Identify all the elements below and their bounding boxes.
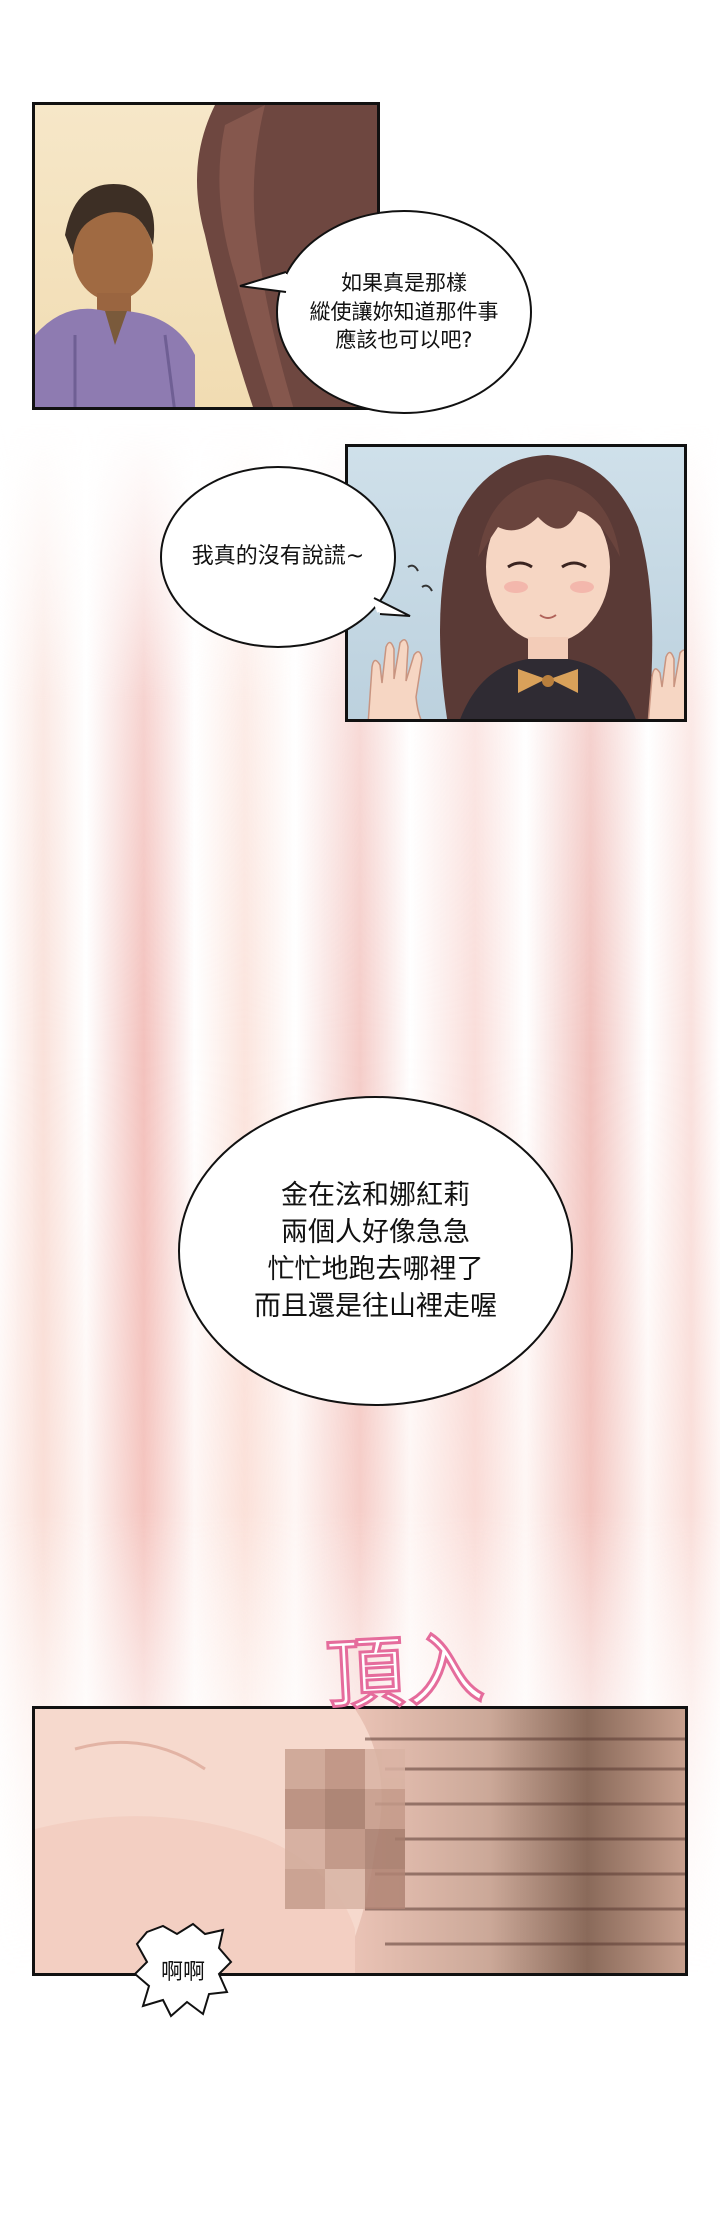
- speech-tail-2: [373, 597, 411, 617]
- speech-text-3: 金在泫和娜紅莉 兩個人好像急急 忙忙地跑去哪裡了 而且還是往山裡走喔: [254, 1179, 497, 1323]
- speech-text-1: 如果真是那樣 縱使讓妳知道那件事 應該也可以吧?: [309, 270, 499, 353]
- panel-2: [345, 444, 687, 722]
- sound-effect-moan-text: 啊啊: [160, 1960, 205, 1985]
- panel-3: [32, 1706, 688, 1976]
- panel-2-illustration: [367, 455, 684, 719]
- speech-tail-1: [239, 271, 287, 293]
- speech-bubble-3: 金在泫和娜紅莉 兩個人好像急急 忙忙地跑去哪裡了 而且還是往山裡走喔: [178, 1096, 573, 1406]
- sound-effect-thrust: 頂入: [323, 1610, 491, 1723]
- speech-text-2: 我真的沒有說謊~: [191, 543, 365, 569]
- sound-effect-moan: 啊啊: [133, 1922, 233, 2018]
- speech-bubble-1: 如果真是那樣 縱使讓妳知道那件事 應該也可以吧?: [276, 210, 532, 414]
- jagged-bubble-shape: [133, 1922, 233, 2018]
- speech-bubble-2: 我真的沒有說謊~: [160, 466, 396, 648]
- panel-3-illustration: [35, 1709, 685, 1973]
- sound-effect-thrust-text: 頂入: [323, 1622, 491, 1723]
